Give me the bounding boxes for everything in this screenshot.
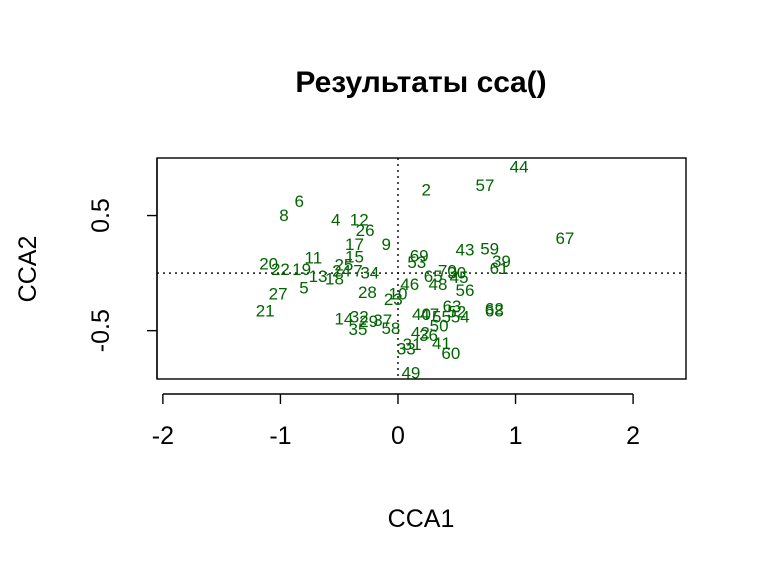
point-label: 59 [480,239,499,258]
point-label: 9 [381,235,390,254]
point-label: 47 [420,305,439,324]
point-label: 11 [305,249,323,268]
x-tick-label: -1 [269,422,291,450]
point-label: 34 [360,264,379,283]
point-label: 30 [447,264,466,283]
point-label: 8 [279,206,288,225]
point-label: 50 [430,317,449,336]
point-label: 67 [555,229,574,248]
y-axis: -0.5 0.5 [87,158,158,379]
point-label: 7 [353,261,362,280]
point-label: 15 [345,247,364,266]
point-label: 4 [331,211,340,230]
point-label: 68 [485,302,504,321]
point-label: 5 [299,279,308,298]
x-axis-title: CCA1 [388,505,455,533]
x-tick-label: 2 [626,422,640,450]
point-label: 36 [419,326,438,345]
point-label: 44 [510,158,529,177]
zero-reference-lines [157,158,686,379]
point-label: 42 [411,323,430,342]
x-axis: -2 -1 0 1 2 [152,393,640,450]
point-label: 49 [401,364,420,383]
point-label: 35 [349,320,368,339]
point-label: 14 [334,310,353,329]
point-label: 48 [428,275,447,294]
point-label: 31 [403,335,422,354]
point-label: 29 [359,312,378,331]
point-label: 26 [356,221,375,240]
x-tick-label: 1 [509,422,523,450]
point-label: 17 [345,235,364,254]
point-label: 60 [441,344,460,363]
point-label: 62 [485,299,504,318]
y-tick-label: 0.5 [87,198,115,233]
point-label: 12 [350,211,369,230]
point-label: 56 [456,281,475,300]
point-label: 2 [421,181,430,200]
point-label: 19 [292,260,311,279]
y-tick-label: -0.5 [87,309,115,352]
point-label: 10 [389,284,408,303]
point-label: 28 [358,283,377,302]
x-tick-label: -2 [152,422,174,450]
point-label: 45 [450,268,469,287]
point-label: 52 [447,303,466,322]
point-label: 6 [295,192,304,211]
point-label: 27 [269,284,288,303]
point-label: 24 [332,261,351,280]
point-label: 65 [424,267,443,286]
point-label: 40 [412,305,431,324]
point-label: 57 [476,176,495,195]
point-label: 61 [490,259,509,278]
point-label: 18 [325,269,344,288]
point-label: 25 [334,256,353,275]
point-label: 33 [397,340,416,359]
point-label: 43 [456,241,475,260]
point-label: 20 [259,254,278,273]
point-label: 39 [492,252,511,271]
point-label: 46 [400,275,419,294]
x-tick-label: 0 [391,422,405,450]
point-label: 70 [438,261,457,280]
chart-title: Результаты cca() [295,66,546,99]
point-label: 41 [432,334,451,353]
point-label: 21 [256,302,275,321]
point-label: 32 [350,307,369,326]
point-label: 37 [373,311,392,330]
point-label: 13 [309,267,328,286]
point-label: 69 [410,246,429,265]
y-axis-title: CCA2 [14,236,42,303]
point-label: 23 [384,290,403,309]
point-label: 58 [381,319,400,338]
point-label: 55 [432,307,451,326]
point-label: 54 [451,307,470,326]
point-label: 63 [443,297,462,316]
point-label: 22 [271,260,290,279]
point-label: 53 [407,253,426,272]
